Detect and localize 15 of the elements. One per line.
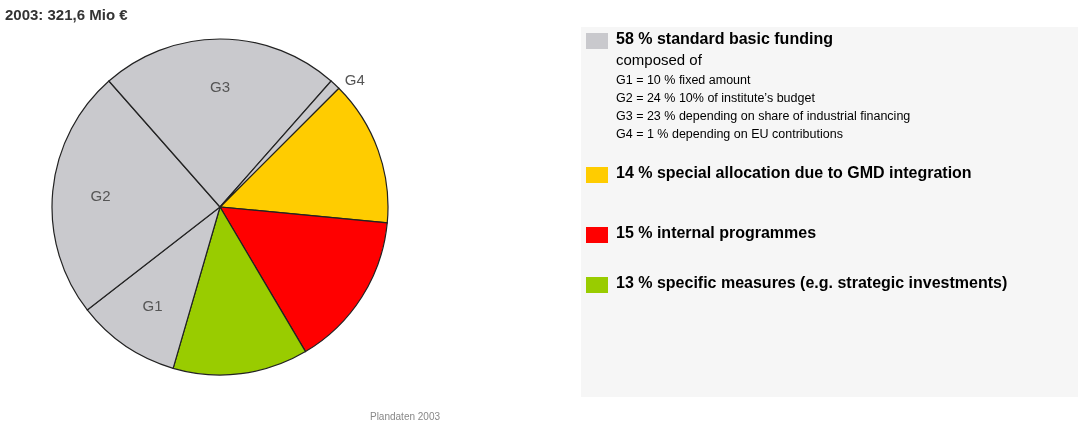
slice-label: G4 <box>344 71 365 89</box>
chart-title: 2003: 321,6 Mio € <box>5 6 129 23</box>
text: composed of <box>616 51 703 68</box>
text: G2 = 24 % 10% of institute’s budget <box>616 91 816 105</box>
legend-label: 14 % special allocation due to GMD integration <box>616 164 972 181</box>
legend-label: 13 % specific measures (e.g. strategic investments) <box>616 274 1008 291</box>
legend-label: 15 % internal programmes <box>616 224 817 241</box>
slice-label: G3 <box>209 78 231 95</box>
slice-label: G1 <box>142 297 163 315</box>
text: G3 = 23 % depending on share of industrial financing <box>616 109 911 123</box>
text: G4 = 1 % depending on EU contributions <box>616 127 843 141</box>
slice-label: G2 <box>90 186 111 204</box>
text: Plandaten 2003 <box>369 411 441 422</box>
text: 58 % standard basic funding <box>616 30 833 47</box>
text: G1 = 10 % fixed amount <box>616 73 751 87</box>
